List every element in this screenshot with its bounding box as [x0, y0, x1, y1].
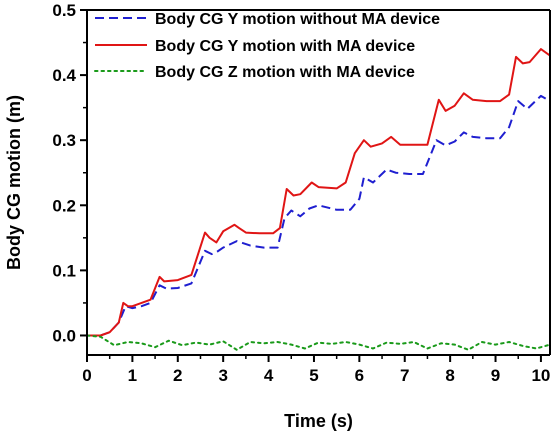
y-tick-label: 0.3 — [52, 131, 76, 150]
y-tick-label: 0.5 — [52, 1, 76, 20]
series-line-1 — [87, 94, 550, 337]
x-tick-label: 4 — [264, 366, 274, 385]
x-tick-label: 10 — [531, 366, 550, 385]
axes — [86, 9, 551, 356]
x-tick-label: 7 — [400, 366, 409, 385]
ticks: 0 1 2 3 4 5 6 7 8 9 10 0.0 0.1 0.2 0.3 0.4 0.5 — [52, 1, 550, 385]
x-tick-label: 1 — [128, 366, 137, 385]
x-tick-label: 0 — [82, 366, 91, 385]
x-tick-label: 6 — [355, 366, 364, 385]
legend-label-1: Body CG Y motion without MA device — [155, 11, 440, 28]
x-tick-label: 2 — [173, 366, 182, 385]
y-tick-label: 0.2 — [52, 196, 76, 215]
x-tick-label: 5 — [309, 366, 318, 385]
series-layer — [87, 48, 550, 351]
y-axis-title: Body CG motion (m) — [4, 95, 24, 270]
legend-label-2: Body CG Y motion with MA device — [155, 38, 415, 55]
x-axis-title: Time (s) — [284, 411, 353, 431]
y-tick-label: 0.1 — [52, 261, 76, 280]
x-tick-label: 9 — [491, 366, 500, 385]
series-line-3 — [87, 334, 550, 351]
x-tick-label: 8 — [445, 366, 454, 385]
legend: Body CG Y motion without MA device Body C… — [94, 11, 440, 81]
y-tick-label: 0.4 — [52, 66, 76, 85]
series-line-2 — [87, 48, 550, 337]
legend-label-3: Body CG Z motion with MA device — [155, 64, 415, 81]
x-tick-label: 3 — [218, 366, 227, 385]
y-tick-label: 0.0 — [52, 326, 76, 345]
